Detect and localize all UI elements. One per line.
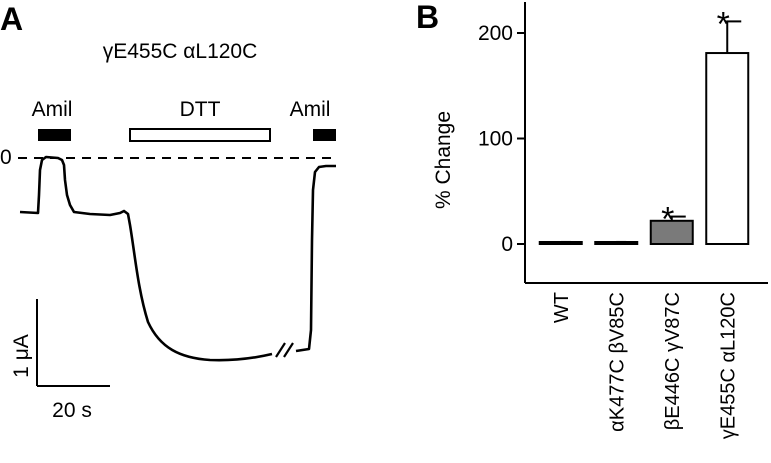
category-label-4: γE455C αL120C [717, 292, 739, 439]
significance-markers: ** [661, 5, 730, 238]
amil-bar-2 [313, 129, 336, 141]
significance-star-4: * [717, 5, 730, 43]
panel-a-letter: A [0, 1, 23, 37]
panel-b-letter: B [416, 0, 439, 35]
y-tick-label: 200 [478, 22, 513, 45]
y-tick-label: 0 [501, 233, 513, 256]
category-labels: WT αK477C βV85C βE446C γV87C γE455C αL120C [551, 292, 740, 439]
panel-a: A γE455C αL120C Amil DTT Amil 0 1 μA 20 … [0, 1, 338, 422]
scale-x-label: 20 s [52, 399, 92, 422]
amil-label-2: Amil [290, 98, 331, 121]
scale-y-label: 1 μA [10, 334, 33, 378]
amil-bar-1 [38, 129, 71, 141]
break-mark-2 [283, 342, 294, 358]
dtt-bar [129, 128, 271, 142]
current-trace [19, 155, 273, 362]
break-mark-1 [275, 342, 286, 358]
category-label-1: WT [551, 292, 573, 323]
y-tick-label: 100 [478, 128, 513, 151]
y-ticks: 0 100 200 [478, 22, 525, 256]
error-bars [560, 20, 742, 243]
category-label-2: αK477C βV85C [606, 292, 628, 432]
category-label-3: βE446C γV87C [662, 292, 684, 430]
panel-a-title: γE455C αL120C [103, 40, 258, 63]
zero-label: 0 [0, 146, 12, 169]
bar-4 [705, 52, 750, 245]
dtt-label: DTT [180, 98, 221, 121]
significance-star-3: * [661, 201, 674, 239]
y-axis-title: % Change [432, 111, 455, 209]
amil-label-1: Amil [32, 98, 73, 121]
current-trace-recovery [295, 164, 336, 353]
bar-series [538, 52, 750, 245]
